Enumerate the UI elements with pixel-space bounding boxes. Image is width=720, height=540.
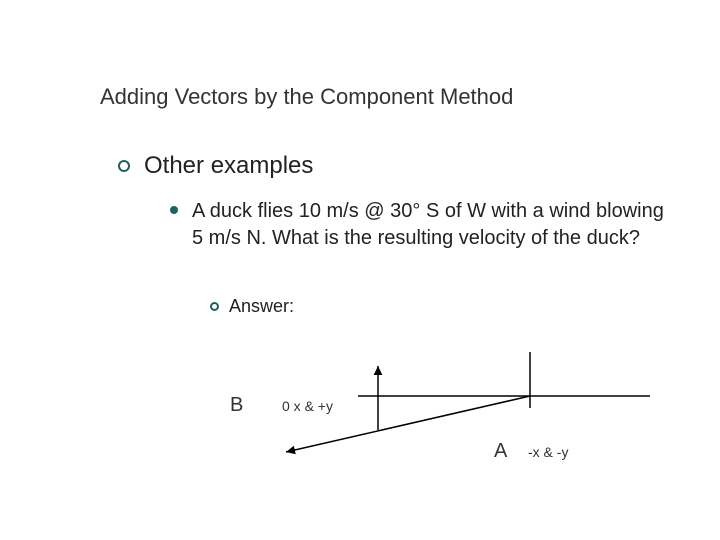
bullet-hollow-icon bbox=[118, 160, 130, 172]
label-B: B bbox=[230, 394, 243, 417]
subhead-text: Other examples bbox=[144, 152, 313, 180]
bullet-solid-icon bbox=[170, 206, 178, 214]
body-row: A duck flies 10 m/s @ 30° S of W with a … bbox=[170, 198, 670, 252]
label-A: A bbox=[494, 440, 507, 463]
slide: Adding Vectors by the Component Method O… bbox=[0, 0, 720, 540]
answer-label: Answer: bbox=[229, 296, 294, 317]
label-A-note: -x & -y bbox=[528, 444, 568, 460]
label-B-note: 0 x & +y bbox=[282, 398, 333, 414]
answer-row: Answer: bbox=[210, 296, 294, 317]
vector-svg bbox=[230, 350, 650, 500]
vector-diagram bbox=[230, 350, 650, 500]
bullet-small-hollow-icon bbox=[210, 302, 219, 311]
subhead-row: Other examples bbox=[118, 152, 313, 180]
body-text: A duck flies 10 m/s @ 30° S of W with a … bbox=[192, 198, 670, 252]
slide-title: Adding Vectors by the Component Method bbox=[100, 84, 513, 110]
